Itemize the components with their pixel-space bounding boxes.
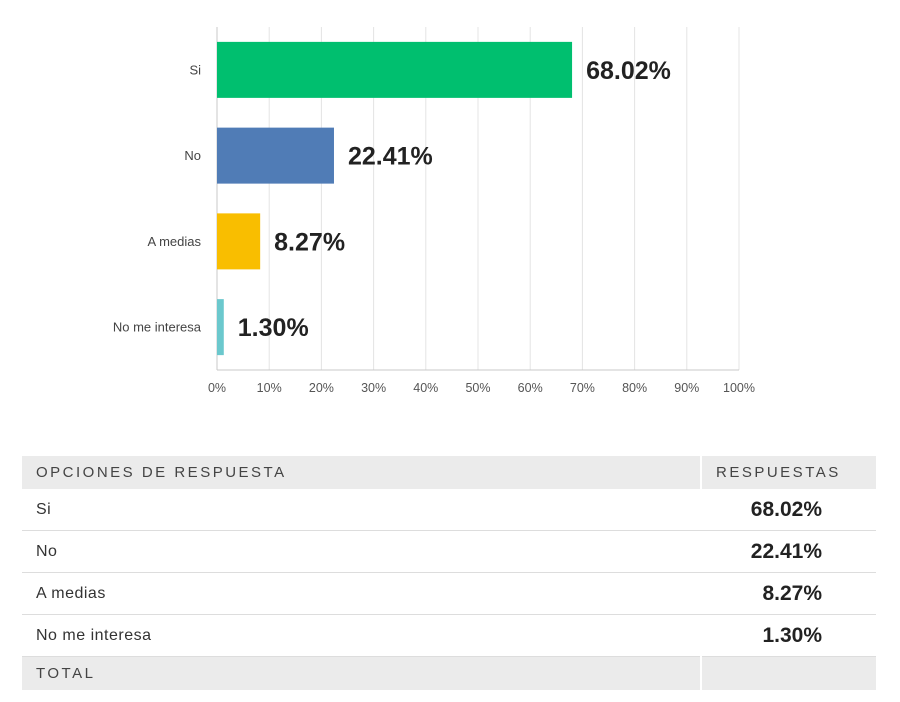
row-value: 22.41% bbox=[701, 530, 876, 573]
chart-value-labels: 68.02% 22.41% 8.27% 1.30% bbox=[238, 57, 671, 342]
x-tick-label: 80% bbox=[622, 381, 647, 395]
header-responses: RESPUESTAS bbox=[700, 456, 876, 489]
total-value bbox=[700, 656, 876, 690]
x-tick-label: 90% bbox=[674, 381, 699, 395]
results-table: OPCIONES DE RESPUESTA RESPUESTAS Si 68.0… bbox=[22, 456, 876, 690]
table-row: A medias 8.27% bbox=[22, 572, 876, 615]
bar-chart: Si No A medias No me interesa 68.02% 22.41% 8… bbox=[113, 27, 755, 395]
x-tick-label: 10% bbox=[257, 381, 282, 395]
row-value: 1.30% bbox=[701, 614, 876, 657]
row-value: 68.02% bbox=[701, 489, 876, 531]
table-row: No 22.41% bbox=[22, 530, 876, 573]
row-label: No me interesa bbox=[22, 614, 701, 657]
category-label: A medias bbox=[148, 234, 202, 249]
data-label: 1.30% bbox=[238, 314, 309, 342]
total-label: TOTAL bbox=[22, 656, 701, 690]
x-tick-label: 20% bbox=[309, 381, 334, 395]
x-tick-label: 0% bbox=[208, 381, 226, 395]
x-tick-label: 70% bbox=[570, 381, 595, 395]
row-label: No bbox=[22, 530, 701, 573]
data-label: 8.27% bbox=[274, 228, 345, 256]
table-total-row: TOTAL bbox=[22, 656, 876, 690]
x-tick-label: 40% bbox=[413, 381, 438, 395]
row-value: 8.27% bbox=[701, 572, 876, 615]
table-row: Si 68.02% bbox=[22, 489, 876, 531]
x-tick-label: 60% bbox=[518, 381, 543, 395]
chart-x-tick-labels: 0% 10% 20% 30% 40% 50% 60% 70% 80% 90% 100% bbox=[208, 381, 755, 395]
category-label: No bbox=[184, 148, 201, 163]
table-header-row: OPCIONES DE RESPUESTA RESPUESTAS bbox=[22, 456, 876, 489]
bar bbox=[217, 213, 261, 270]
x-tick-label: 50% bbox=[465, 381, 490, 395]
x-tick-label: 30% bbox=[361, 381, 386, 395]
row-label: A medias bbox=[22, 572, 701, 615]
table-row: No me interesa 1.30% bbox=[22, 614, 876, 657]
category-label: Si bbox=[189, 62, 201, 77]
bar bbox=[217, 127, 334, 184]
bar bbox=[217, 299, 224, 356]
x-tick-label: 100% bbox=[723, 381, 755, 395]
data-label: 68.02% bbox=[586, 57, 671, 85]
header-answer-options: OPCIONES DE RESPUESTA bbox=[22, 456, 701, 489]
chart-bars bbox=[217, 41, 573, 356]
chart-category-labels: Si No A medias No me interesa bbox=[113, 62, 202, 334]
row-label: Si bbox=[22, 489, 701, 531]
bar bbox=[217, 41, 573, 98]
category-label: No me interesa bbox=[113, 320, 202, 335]
data-label: 22.41% bbox=[348, 143, 433, 171]
